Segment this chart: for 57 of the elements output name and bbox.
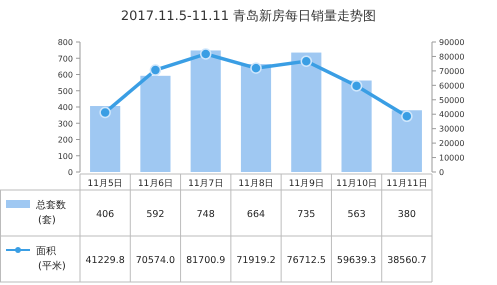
y2-tick-label: 70000 xyxy=(439,66,464,76)
y-tick-label: 500 xyxy=(58,86,73,96)
y2-tick-label: 60000 xyxy=(439,81,464,90)
y2-tick-label: 80000 xyxy=(439,52,464,62)
data-label: 563 xyxy=(348,209,366,220)
data-label: 81700.9 xyxy=(186,255,226,266)
chart-title: 2017.11.5-11.11 青岛新房每日销量走势图 xyxy=(120,8,376,24)
y2-tick-label: 40000 xyxy=(439,110,464,120)
point xyxy=(350,80,362,92)
y-tick-label: 200 xyxy=(58,136,73,144)
bar xyxy=(240,64,272,172)
legend-label: 总套数 (套) xyxy=(35,199,66,226)
y2-tick-label: 90000 xyxy=(439,38,464,47)
y-tick-label: 300 xyxy=(58,119,73,128)
data-label: 59639.3 xyxy=(336,255,376,266)
bar xyxy=(341,80,372,172)
point xyxy=(150,64,162,76)
y2-tick-label: 0 xyxy=(439,168,444,177)
x-tick-label: 11月11日 xyxy=(386,179,428,189)
data-label: 664 xyxy=(246,209,266,220)
bar xyxy=(392,110,422,172)
bar xyxy=(291,52,322,172)
bar xyxy=(190,50,221,172)
data-label: 70574.0 xyxy=(136,255,176,266)
point xyxy=(300,55,312,67)
bar xyxy=(90,106,120,172)
y2-tick-label: 30000 xyxy=(439,124,464,134)
x-tick-label: 11月9日 xyxy=(288,179,324,189)
data-label: 735 xyxy=(297,209,316,220)
point xyxy=(200,48,212,60)
y-tick-label: 800 xyxy=(58,38,73,47)
data-label: 592 xyxy=(146,209,164,220)
y-tick-label: 700 xyxy=(58,54,73,64)
point xyxy=(250,62,262,74)
y2-tick-label: 50000 xyxy=(439,96,464,105)
point xyxy=(99,106,111,118)
y-tick-label: 600 xyxy=(58,70,73,80)
data-label: 406 xyxy=(96,209,114,220)
y-tick-label: 100 xyxy=(58,152,73,161)
data-label: 71919.2 xyxy=(236,255,276,266)
y2-tick-label: 10000 xyxy=(439,154,464,163)
x-tick-label: 11月8日 xyxy=(238,179,274,189)
data-label: 748 xyxy=(196,209,215,220)
y2-tick-label: 20000 xyxy=(439,139,464,148)
data-label: 380 xyxy=(398,209,416,220)
x-tick-label: 11月6日 xyxy=(138,179,174,189)
y-tick-label: 0 xyxy=(68,168,73,177)
x-tick-label: 11月10日 xyxy=(336,179,378,189)
point xyxy=(401,110,413,122)
bar xyxy=(140,76,171,172)
legend-label: 面积 (平米) xyxy=(36,246,66,272)
data-label: 41229.8 xyxy=(85,255,125,266)
x-tick-label: 11月5日 xyxy=(88,179,123,189)
data-label: 76712.5 xyxy=(286,255,326,266)
y-tick-label: 400 xyxy=(58,103,73,112)
x-tick-label: 11月7日 xyxy=(188,179,224,189)
data-label: 38560.7 xyxy=(387,255,427,266)
